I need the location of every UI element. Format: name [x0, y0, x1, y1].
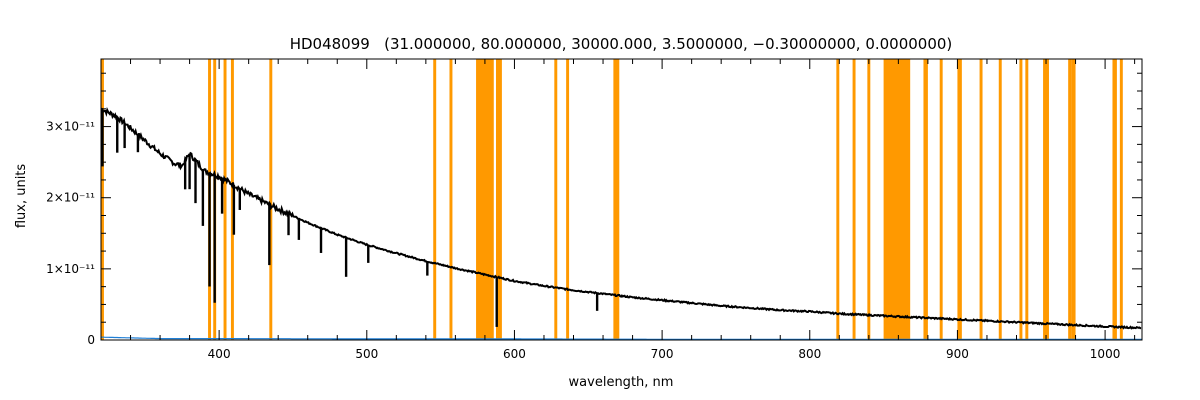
x-axis: 400 500 600 700 800 900 1000	[100, 59, 1136, 361]
masked-band	[1071, 59, 1076, 340]
masked-band	[223, 59, 227, 340]
masked-band	[1119, 59, 1123, 340]
masked-band	[269, 59, 273, 340]
masked-band	[867, 59, 871, 340]
series-group	[100, 106, 1142, 340]
x-tick-label: 400	[208, 347, 231, 361]
y-tick-label: 3×10⁻¹¹	[46, 120, 95, 134]
masked-band	[566, 59, 570, 340]
masked-band	[1025, 59, 1029, 340]
masked-band	[230, 59, 234, 340]
y-axis: 0 1×10⁻¹¹ 2×10⁻¹¹ 3×10⁻¹¹	[46, 72, 1142, 347]
y-axis-label: flux, units	[14, 164, 29, 229]
x-axis-label: wavelength, nm	[569, 375, 674, 390]
x-tick-label: 800	[798, 347, 821, 361]
y-tick-label: 0	[87, 333, 95, 347]
masked-band	[998, 59, 1002, 340]
masked-band	[433, 59, 437, 340]
masked-band	[923, 59, 928, 340]
error-series-line	[101, 336, 1142, 340]
x-tick-label: 900	[946, 347, 969, 361]
masked-band	[476, 59, 494, 340]
y-tick-label: 2×10⁻¹¹	[46, 191, 95, 205]
masked-band	[939, 59, 943, 340]
masked-band	[1112, 59, 1117, 340]
masked-band	[1068, 59, 1072, 340]
masked-band	[1043, 59, 1049, 340]
masked-band	[1019, 59, 1023, 340]
masked-band	[979, 59, 983, 340]
masked-band	[852, 59, 856, 340]
chart-title: HD048099 (31.000000, 80.000000, 30000.00…	[290, 35, 953, 53]
masked-band	[836, 59, 840, 340]
masked-band	[101, 59, 104, 340]
flux-series-line	[100, 106, 1142, 330]
masked-band	[495, 59, 502, 340]
x-tick-label: 1000	[1090, 347, 1121, 361]
plot-frame	[100, 58, 1143, 341]
masked-band	[554, 59, 558, 340]
masked-band	[613, 59, 620, 340]
masked-band	[449, 59, 453, 340]
y-tick-label: 1×10⁻¹¹	[46, 262, 95, 276]
masked-bands	[101, 59, 1123, 340]
x-tick-label: 600	[503, 347, 526, 361]
masked-band	[883, 59, 911, 340]
masked-band	[957, 59, 962, 340]
x-tick-label: 700	[651, 347, 674, 361]
x-tick-label: 500	[355, 347, 378, 361]
